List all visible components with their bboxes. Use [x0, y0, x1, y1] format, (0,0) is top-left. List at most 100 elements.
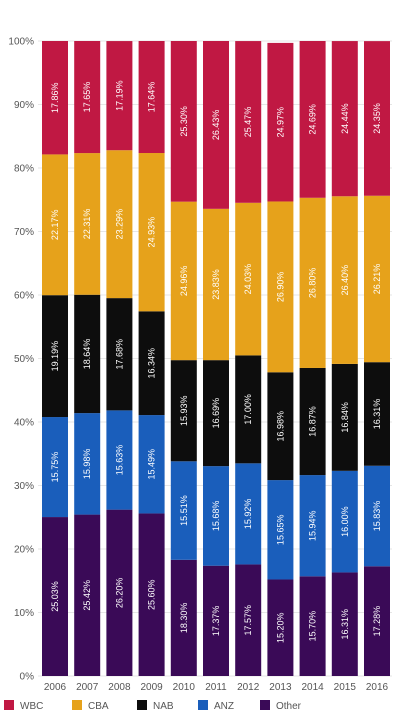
bar-segment-other: [42, 517, 68, 676]
x-tick-label: 2010: [173, 682, 196, 693]
legend-label: CBA: [88, 701, 109, 712]
data-label: 17.86%: [50, 82, 60, 113]
bar-segment-other: [299, 576, 326, 676]
bar-segment-anz: [235, 463, 262, 565]
bar-segment-other: [74, 514, 101, 676]
legend-swatch-anz: [198, 700, 208, 710]
y-tick-label: 100%: [8, 37, 34, 48]
x-tick-label: 2009: [140, 682, 163, 693]
bar-segment-cba: [331, 196, 358, 364]
data-label: 15.65%: [275, 515, 285, 546]
data-label: 25.42%: [82, 580, 92, 611]
bar-segment-anz: [138, 415, 165, 514]
bar-segment-anz: [170, 461, 197, 560]
bar-segment-cba: [203, 208, 229, 361]
x-tick-label: 2011: [205, 682, 227, 693]
bar-segment-nab: [138, 311, 165, 416]
bar-segment-wbc: [364, 41, 390, 196]
bar-segment-wbc: [235, 41, 262, 203]
data-label: 25.03%: [50, 581, 60, 612]
y-tick-label: 80%: [14, 164, 34, 175]
data-label: 16.00%: [340, 506, 350, 537]
y-tick-label: 60%: [14, 291, 34, 302]
legend-label: ANZ: [214, 701, 234, 712]
bar-segment-wbc: [138, 41, 165, 154]
bar-segment-cba: [170, 201, 197, 361]
data-label: 16.34%: [147, 348, 157, 379]
legend-swatch-nab: [137, 700, 147, 710]
bar-segment-other: [203, 565, 229, 676]
data-label: 24.03%: [243, 264, 253, 295]
y-tick-label: 20%: [14, 545, 34, 556]
legend-swatch-other: [260, 700, 270, 710]
bar-segment-nab: [170, 360, 197, 462]
bar-segment-other: [267, 579, 294, 676]
data-label: 15.51%: [179, 495, 189, 526]
data-label: 17.65%: [82, 82, 92, 113]
bar-segment-wbc: [42, 41, 68, 155]
bar-segment-nab: [331, 363, 358, 471]
data-label: 23.29%: [114, 209, 124, 240]
data-label: 26.21%: [372, 264, 382, 295]
bar-segment-wbc: [170, 41, 197, 202]
data-label: 15.94%: [308, 510, 318, 541]
data-label: 24.97%: [275, 107, 285, 138]
y-tick-label: 0%: [20, 672, 35, 683]
data-label: 26.40%: [340, 265, 350, 296]
data-label: 15.83%: [372, 501, 382, 532]
data-label: 17.19%: [114, 80, 124, 111]
data-label: 16.31%: [372, 399, 382, 430]
data-label: 19.19%: [50, 341, 60, 372]
bar-segment-cba: [106, 150, 133, 299]
bar-segment-other: [106, 509, 133, 676]
data-label: 17.64%: [147, 82, 157, 113]
data-label: 26.20%: [114, 578, 124, 609]
bar-segment-cba: [74, 153, 101, 295]
bar-segment-cba: [364, 195, 390, 363]
data-label: 26.43%: [211, 110, 221, 141]
y-tick-label: 40%: [14, 418, 34, 429]
data-label: 15.93%: [179, 395, 189, 426]
data-label: 24.44%: [340, 103, 350, 134]
bar-segment-other: [364, 566, 390, 676]
y-tick-label: 50%: [14, 354, 34, 365]
x-tick-label: 2016: [366, 682, 389, 693]
y-tick-label: 90%: [14, 100, 34, 111]
data-label: 24.69%: [308, 104, 318, 135]
data-label: 17.28%: [372, 606, 382, 637]
bar-segment-nab: [106, 298, 133, 411]
bar-segment-other: [138, 513, 165, 676]
data-label: 17.68%: [114, 339, 124, 370]
bar-segment-wbc: [267, 42, 294, 202]
x-axis: 2006 2007 2008 2009 2010 2011 2012 2013 2014 2015…: [44, 682, 389, 693]
legend: WBC CBA NAB ANZ Other: [4, 700, 302, 712]
data-label: 22.17%: [50, 210, 60, 241]
bar-segment-anz: [331, 470, 358, 573]
data-label: 26.90%: [275, 272, 285, 303]
bar-segment-anz: [74, 413, 101, 515]
legend-swatch-cba: [72, 700, 82, 710]
legend-label: WBC: [20, 701, 43, 712]
data-label: 16.69%: [211, 398, 221, 429]
data-label: 16.98%: [275, 411, 285, 442]
data-label: 25.60%: [147, 579, 157, 610]
data-label: 16.31%: [340, 609, 350, 640]
y-tick-label: 10%: [14, 608, 34, 619]
data-label: 15.75%: [50, 452, 60, 483]
bar-segment-nab: [267, 372, 294, 481]
data-label: 25.30%: [179, 106, 189, 137]
data-label: 15.49%: [147, 449, 157, 480]
bar-segment-nab: [42, 295, 68, 418]
data-label: 16.87%: [308, 406, 318, 437]
bar-segment-wbc: [74, 41, 101, 154]
data-label: 17.37%: [211, 606, 221, 637]
data-label: 23.83%: [211, 269, 221, 300]
bar-segment-nab: [299, 367, 326, 476]
y-tick-label: 30%: [14, 481, 34, 492]
bar-segment-anz: [203, 466, 229, 566]
data-label: 16.84%: [340, 402, 350, 433]
x-tick-label: 2006: [44, 682, 67, 693]
data-label: 17.57%: [243, 605, 253, 636]
legend-label: Other: [276, 701, 302, 712]
